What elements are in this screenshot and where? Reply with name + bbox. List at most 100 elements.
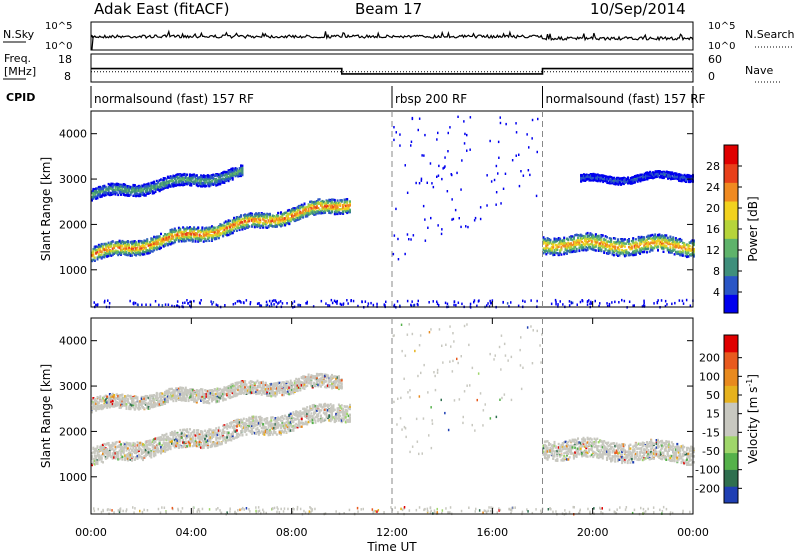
- range-cell: [262, 222, 265, 225]
- colorbar-tick-label: 24: [706, 181, 720, 194]
- range-cell: [240, 172, 242, 176]
- range-cell: [676, 239, 679, 242]
- range-cell: [416, 302, 419, 306]
- range-cell: [578, 242, 581, 245]
- range-cell: [300, 211, 303, 215]
- range-cell: [619, 245, 622, 248]
- range-cell: [310, 211, 313, 214]
- range-cell: [208, 174, 211, 178]
- range-cell: [246, 218, 249, 221]
- range-cell: [180, 183, 183, 186]
- range-cell: [659, 236, 662, 240]
- range-cell: [235, 170, 238, 173]
- range-cell: [140, 244, 143, 248]
- range-cell: [107, 241, 110, 244]
- range-cell: [169, 185, 172, 188]
- range-cell: [158, 179, 161, 182]
- range-cell: [592, 248, 595, 251]
- range-cell: [568, 244, 571, 247]
- range-cell: [148, 241, 151, 244]
- range-cell: [137, 184, 140, 188]
- range-cell: [264, 220, 267, 223]
- range-cell: [328, 200, 331, 203]
- range-cell: [151, 246, 154, 250]
- range-cell: [104, 248, 107, 251]
- range-cell: [165, 242, 168, 245]
- range-cell: [238, 167, 241, 170]
- range-cell: [186, 177, 189, 180]
- range-cell: [111, 182, 114, 186]
- range-cell: [681, 250, 684, 254]
- range-cell: [349, 210, 351, 213]
- range-cell: [646, 243, 648, 246]
- range-cell: [587, 177, 589, 181]
- range-cell: [160, 232, 162, 236]
- colorbar-swatch: [724, 238, 738, 258]
- range-cell: [171, 237, 173, 240]
- range-cell: [262, 215, 265, 218]
- range-cell: [129, 254, 132, 257]
- range-cell: [121, 240, 124, 244]
- range-cell: [325, 302, 327, 305]
- range-cell: [302, 216, 305, 219]
- range-cell: [306, 205, 309, 209]
- range-cell: [447, 131, 449, 135]
- range-cell: [107, 254, 110, 258]
- range-cell: [231, 167, 234, 170]
- range-cell: [452, 217, 455, 221]
- range-cell: [590, 237, 593, 240]
- range-cell: [160, 182, 162, 185]
- range-cell: [153, 242, 156, 245]
- range-cell: [160, 242, 162, 246]
- range-cell: [593, 238, 596, 241]
- range-cell: [219, 233, 222, 236]
- range-cell: [168, 179, 171, 183]
- range-cell: [340, 208, 343, 211]
- range-cell: [132, 245, 135, 248]
- range-cell: [309, 204, 311, 207]
- range-cell: [288, 208, 291, 212]
- power-cells: [91, 115, 695, 309]
- range-cell: [237, 224, 240, 228]
- range-cell: [568, 246, 571, 250]
- range-cell: [132, 188, 135, 192]
- range-cell: [615, 249, 618, 252]
- range-cell: [164, 186, 167, 189]
- range-cell: [182, 226, 185, 229]
- range-cell: [635, 179, 638, 182]
- range-cell: [609, 175, 612, 178]
- range-cell: [619, 238, 622, 241]
- range-cell: [137, 251, 140, 254]
- range-cell: [233, 173, 236, 177]
- range-cell: [307, 213, 310, 216]
- range-cell: [229, 173, 231, 176]
- range-cell: [133, 444, 136, 447]
- range-cell: [124, 190, 127, 193]
- range-cell: [292, 208, 295, 211]
- range-cell: [117, 454, 120, 458]
- range-cell: [95, 251, 98, 255]
- range-cell: [191, 228, 194, 231]
- range-cell: [193, 173, 196, 176]
- range-cell: [677, 246, 680, 249]
- range-cell: [240, 219, 242, 222]
- range-cell: [625, 254, 628, 257]
- range-cell: [679, 245, 682, 248]
- range-cell: [633, 243, 636, 246]
- range-cell: [211, 238, 213, 242]
- range-cell: [515, 131, 518, 134]
- range-cell: [259, 219, 262, 222]
- range-cell: [304, 215, 307, 218]
- range-cell: [206, 174, 209, 177]
- range-cell: [574, 234, 577, 237]
- range-cell: [611, 301, 613, 304]
- range-cell: [582, 246, 585, 250]
- range-cell: [211, 225, 213, 228]
- range-cell: [108, 193, 111, 197]
- range-cell: [97, 303, 99, 306]
- range-cell: [204, 175, 207, 178]
- range-cell: [673, 253, 676, 256]
- range-cell: [158, 189, 161, 193]
- range-cell: [298, 303, 300, 307]
- range-cell: [172, 235, 175, 238]
